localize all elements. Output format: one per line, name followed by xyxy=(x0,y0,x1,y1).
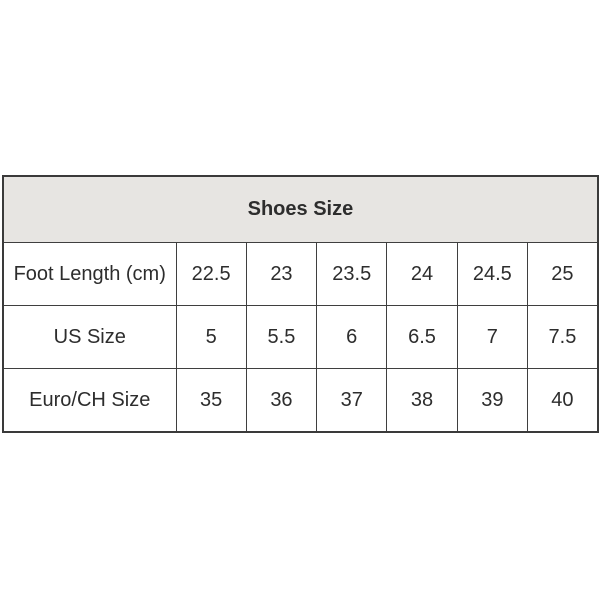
cell-value: 24 xyxy=(386,242,458,306)
cell-value: 6.5 xyxy=(386,305,458,369)
cell-value: 7.5 xyxy=(526,305,599,369)
cell-value: 5.5 xyxy=(245,305,318,369)
table-row-us-size: US Size 5 5.5 6 6.5 7 7.5 xyxy=(2,305,599,369)
table-header-row: Shoes Size xyxy=(2,175,599,243)
cell-value: 6 xyxy=(316,305,388,369)
cell-value: 5 xyxy=(175,305,247,369)
cell-value: 23 xyxy=(245,242,318,306)
cell-value: 38 xyxy=(386,368,458,433)
cell-value: 40 xyxy=(526,368,599,433)
row-label-us-size: US Size xyxy=(2,305,177,369)
table-row-foot-length: Foot Length (cm) 22.5 23 23.5 24 24.5 25 xyxy=(2,242,599,306)
cell-value: 39 xyxy=(456,368,528,433)
cell-value: 24.5 xyxy=(456,242,528,306)
shoe-size-table: Shoes Size Foot Length (cm) 22.5 23 23.5… xyxy=(2,175,599,433)
row-label-foot-length: Foot Length (cm) xyxy=(2,242,177,306)
row-label-euro-ch-size: Euro/CH Size xyxy=(2,368,177,433)
cell-value: 22.5 xyxy=(175,242,247,306)
table-row-euro-ch-size: Euro/CH Size 35 36 37 38 39 40 xyxy=(2,368,599,433)
cell-value: 23.5 xyxy=(316,242,388,306)
cell-value: 35 xyxy=(175,368,247,433)
table-title: Shoes Size xyxy=(2,175,599,243)
cell-value: 7 xyxy=(456,305,528,369)
cell-value: 36 xyxy=(245,368,318,433)
cell-value: 25 xyxy=(526,242,599,306)
cell-value: 37 xyxy=(316,368,388,433)
